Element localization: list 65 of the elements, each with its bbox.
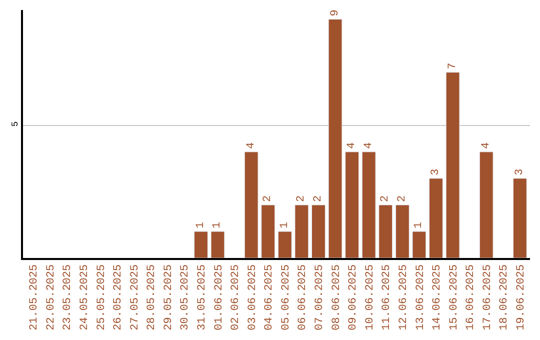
bar [446,72,460,258]
bar [194,231,208,258]
x-tick-label: 28.05.2025 [146,264,158,330]
data-label: 4 [480,142,492,149]
x-tick-label: 03.06.2025 [246,264,259,330]
x-tick-label: 01.06.2025 [213,264,226,330]
data-label: 4 [245,142,258,149]
data-label: 3 [514,168,526,176]
bar [395,204,410,258]
bar [294,204,309,258]
data-label: 1 [212,221,224,228]
x-tick-label: 13.06.2025 [414,264,427,330]
bar [261,204,276,258]
x-tick-label: 26.05.2025 [112,264,125,330]
bar [328,19,342,258]
x-tick-label: 04.06.2025 [264,264,276,330]
data-label: 4 [346,142,358,149]
data-label: 2 [380,195,392,202]
x-tick-label: 15.06.2025 [448,264,460,330]
data-label: 1 [278,221,291,228]
bar [244,152,258,258]
bar [345,152,360,258]
data-label: 1 [194,221,207,228]
x-tick-label: 19.06.2025 [516,264,528,330]
bar [429,178,443,258]
x-tick-label: 05.06.2025 [280,264,292,330]
bar [512,178,527,258]
x-tick-label: 18.06.2025 [498,264,511,330]
bar [362,152,376,258]
x-tick-label: 30.05.2025 [180,264,192,330]
data-label: 1 [413,221,426,228]
x-tick-label: 07.06.2025 [314,264,326,330]
x-tick-label: 16.06.2025 [465,264,478,330]
bar [278,231,292,258]
bar [378,204,393,258]
x-tick-label: 11.06.2025 [381,264,394,330]
x-tick-label: 25.05.2025 [96,264,108,330]
x-tick-label: 23.05.2025 [62,264,74,330]
x-tick-label: 21.05.2025 [28,264,41,330]
data-label: 2 [296,195,308,202]
bar [210,231,225,258]
bar [479,152,494,258]
x-tick-label: 10.06.2025 [364,264,376,330]
x-tick-label: 06.06.2025 [297,264,310,330]
x-tick-label: 27.05.2025 [129,264,142,330]
x-tick-label: 02.06.2025 [230,264,242,330]
data-label: 3 [430,168,442,176]
bar [312,204,326,258]
data-label: 9 [329,10,342,16]
x-tick-label: 24.05.2025 [79,264,92,330]
x-tick-label: 29.05.2025 [162,264,175,330]
data-label: 2 [262,195,274,202]
data-label: 7 [446,62,459,70]
data-label: 2 [312,195,324,202]
x-tick-label: 22.05.2025 [45,264,58,330]
x-tick-label: 14.06.2025 [432,264,444,330]
x-tick-label: 17.06.2025 [482,264,494,330]
bar [412,231,426,258]
data-label: 2 [396,195,408,202]
x-tick-label: 31.05.2025 [196,264,209,330]
x-tick-label: 08.06.2025 [330,264,343,330]
data-label: 4 [362,142,375,149]
x-tick-label: 12.06.2025 [398,264,410,330]
y-tick-label: 5 [10,121,20,127]
x-tick-label: 09.06.2025 [348,264,360,330]
